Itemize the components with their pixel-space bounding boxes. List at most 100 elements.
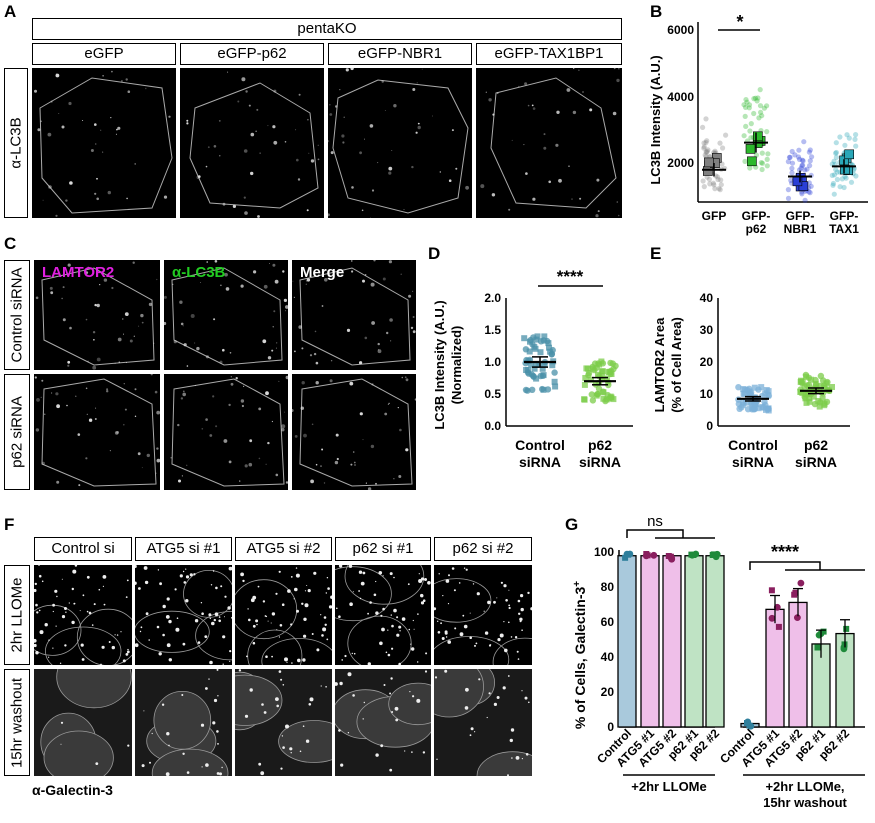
chart-b-point xyxy=(853,132,859,138)
puncta xyxy=(252,624,256,628)
puncta xyxy=(35,296,39,300)
puncta xyxy=(194,342,196,344)
puncta xyxy=(246,655,248,658)
puncta xyxy=(284,411,286,413)
panel-label-b: B xyxy=(650,2,663,21)
panel-a-group-header: pentaKO xyxy=(32,18,622,40)
puncta xyxy=(370,282,375,287)
chart-b-point xyxy=(848,179,855,185)
puncta xyxy=(285,310,287,312)
puncta xyxy=(437,620,439,622)
puncta xyxy=(161,703,165,706)
puncta xyxy=(496,597,498,599)
puncta xyxy=(115,133,117,135)
puncta xyxy=(282,684,285,686)
panel-label-a: A xyxy=(4,2,17,21)
puncta xyxy=(335,433,339,437)
puncta xyxy=(212,395,215,398)
puncta xyxy=(73,602,75,605)
chart-b-point xyxy=(842,173,848,179)
puncta xyxy=(219,772,222,776)
puncta xyxy=(281,735,284,737)
puncta xyxy=(87,266,89,268)
chart-g-point xyxy=(794,614,801,621)
puncta xyxy=(227,606,231,610)
puncta xyxy=(271,349,274,352)
d-point xyxy=(522,346,530,353)
puncta xyxy=(362,718,364,720)
d-point xyxy=(608,394,615,401)
chart-b-point xyxy=(834,169,840,175)
chart-b-point xyxy=(800,158,806,164)
puncta xyxy=(123,383,125,385)
panel-a-col-egfp-tax1bp1: eGFP-TAX1BP1 xyxy=(476,43,622,65)
puncta xyxy=(252,641,256,645)
chart-g-point xyxy=(768,587,775,594)
puncta xyxy=(469,734,472,737)
puncta xyxy=(375,482,377,485)
puncta xyxy=(39,630,44,635)
puncta xyxy=(86,413,88,415)
panel-a-col-egfp-nbr1: eGFP-NBR1 xyxy=(328,43,472,65)
chart-b-point xyxy=(789,148,795,155)
puncta xyxy=(177,423,180,427)
chart-d-xtick: siRNA xyxy=(519,454,561,470)
d-point xyxy=(602,397,609,405)
panel-a-col-egfp-p62: eGFP-p62 xyxy=(180,43,324,65)
puncta xyxy=(194,619,199,623)
puncta xyxy=(397,407,399,409)
chart-b-replicate xyxy=(753,131,763,142)
chart-g-group2-line1: +2hr LLOMe, xyxy=(765,779,844,794)
puncta xyxy=(126,650,130,654)
micrograph-f xyxy=(335,669,431,776)
puncta xyxy=(596,178,600,182)
puncta xyxy=(375,611,379,615)
puncta xyxy=(409,691,411,693)
chart-g-bar xyxy=(705,555,725,728)
chart-b-point xyxy=(746,105,752,111)
e-point xyxy=(820,377,827,384)
puncta xyxy=(391,711,394,713)
puncta xyxy=(382,575,384,577)
chart-b-point xyxy=(844,132,850,138)
micrograph-f xyxy=(34,669,132,776)
channel-label-merge: Merge xyxy=(300,264,345,281)
puncta xyxy=(301,347,304,350)
chart-b-point xyxy=(748,135,754,141)
puncta xyxy=(346,328,351,332)
puncta xyxy=(348,565,353,568)
puncta xyxy=(256,108,259,111)
puncta xyxy=(358,570,363,574)
chart-g-point xyxy=(690,552,697,558)
puncta xyxy=(294,587,298,592)
chart-g-point xyxy=(644,552,651,559)
puncta xyxy=(393,478,395,480)
puncta xyxy=(111,70,113,73)
puncta xyxy=(422,599,426,602)
e-point xyxy=(760,404,767,411)
puncta xyxy=(341,659,343,661)
puncta xyxy=(367,487,372,490)
puncta xyxy=(118,361,121,363)
puncta xyxy=(412,88,416,91)
chart-b-point xyxy=(846,135,852,141)
puncta xyxy=(65,611,67,613)
chart-b-point xyxy=(792,152,798,158)
micrograph-a-egfp-p62 xyxy=(180,68,324,218)
puncta xyxy=(35,651,39,655)
puncta xyxy=(253,270,257,274)
puncta xyxy=(352,451,355,453)
puncta xyxy=(42,199,44,201)
chart-b-point xyxy=(703,149,709,155)
puncta xyxy=(230,382,234,386)
puncta xyxy=(85,387,88,390)
puncta xyxy=(517,599,521,603)
chart-b-point xyxy=(804,166,810,172)
puncta xyxy=(244,211,248,215)
puncta xyxy=(391,647,394,650)
puncta xyxy=(303,433,307,438)
puncta xyxy=(166,732,170,736)
puncta xyxy=(244,464,248,468)
puncta xyxy=(222,348,225,352)
e-point xyxy=(735,384,742,391)
